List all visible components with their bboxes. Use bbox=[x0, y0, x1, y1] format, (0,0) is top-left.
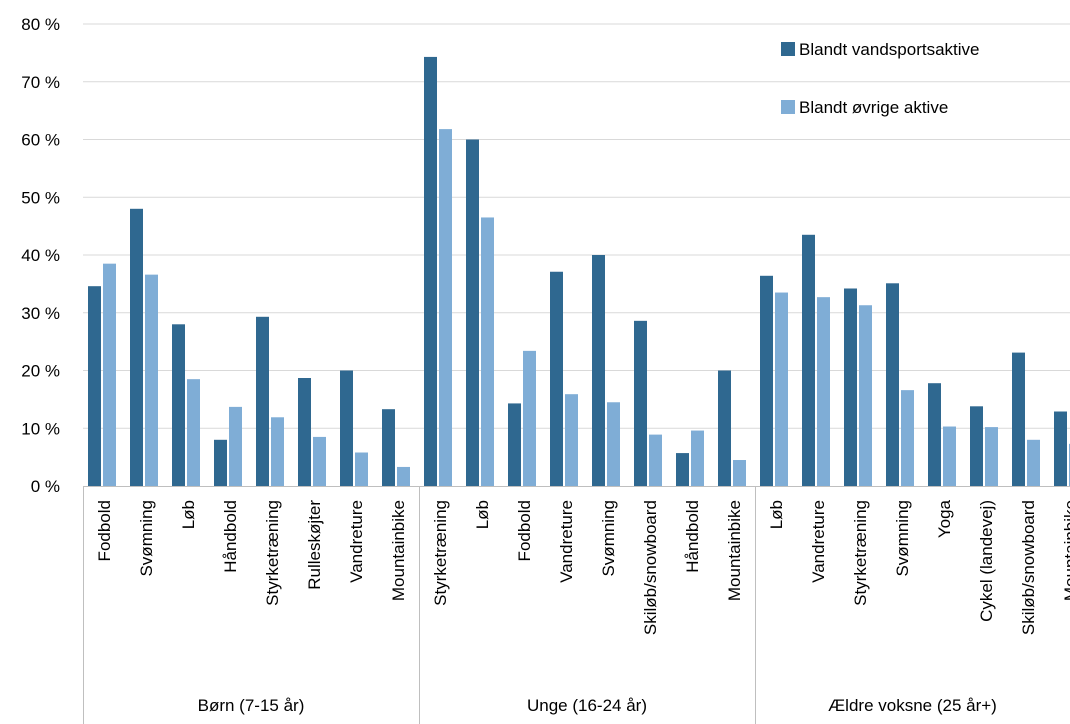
x-tick-label: Vandreture bbox=[557, 500, 576, 583]
bar-vandsportsaktive bbox=[214, 439, 227, 486]
bar-vandsportsaktive bbox=[1054, 411, 1067, 486]
bar-vandsportsaktive bbox=[970, 406, 983, 486]
bar-oevrige-aktive bbox=[691, 430, 704, 486]
x-tick-label: Håndbold bbox=[221, 500, 240, 573]
bar-vandsportsaktive bbox=[298, 378, 311, 486]
x-tick-label: Yoga bbox=[935, 499, 954, 538]
legend-label: Blandt øvrige aktive bbox=[799, 98, 948, 117]
legend-label: Blandt vandsportsaktive bbox=[799, 40, 980, 59]
x-tick-label: Vandreture bbox=[809, 500, 828, 583]
x-tick-label: Mountainbike bbox=[1061, 500, 1070, 601]
bar-vandsportsaktive bbox=[466, 139, 479, 486]
x-tick-label: Styrketræning bbox=[263, 500, 282, 606]
bar-vandsportsaktive bbox=[340, 370, 353, 486]
x-tick-label: Vandreture bbox=[347, 500, 366, 583]
group-label: Ældre voksne (25 år+) bbox=[828, 696, 997, 715]
legend: Blandt vandsportsaktive Blandt øvrige akt… bbox=[781, 40, 980, 117]
bar-oevrige-aktive bbox=[859, 305, 872, 486]
bar-oevrige-aktive bbox=[103, 263, 116, 486]
x-tick-label: Styrketræning bbox=[851, 500, 870, 606]
y-tick-label: 30 % bbox=[21, 304, 60, 323]
x-tick-label: Svømning bbox=[137, 500, 156, 577]
x-tick-label: Løb bbox=[179, 500, 198, 529]
bar-vandsportsaktive bbox=[172, 324, 185, 486]
x-axis: Fodbold Svømning Løb Håndbold Styrketræning R… bbox=[83, 486, 1070, 724]
bar-vandsportsaktive bbox=[424, 56, 437, 486]
bar-vandsportsaktive bbox=[256, 316, 269, 486]
bar-vandsportsaktive bbox=[802, 234, 815, 486]
y-tick-label: 0 % bbox=[31, 477, 60, 496]
bar-oevrige-aktive bbox=[145, 274, 158, 486]
y-axis-ticks: 0 % 10 % 20 % 30 % 40 % 50 % 60 % 70 % 80 % bbox=[21, 15, 60, 496]
bar-vandsportsaktive bbox=[592, 255, 605, 486]
bar-oevrige-aktive bbox=[439, 129, 452, 487]
bar-oevrige-aktive bbox=[649, 434, 662, 486]
y-tick-label: 20 % bbox=[21, 362, 60, 381]
legend-swatch bbox=[781, 100, 795, 114]
x-tick-label: Styrketræning bbox=[431, 500, 450, 606]
bar-oevrige-aktive bbox=[355, 452, 368, 486]
group-label: Børn (7-15 år) bbox=[198, 696, 305, 715]
bar-oevrige-aktive bbox=[481, 217, 494, 486]
bar-vandsportsaktive bbox=[382, 409, 395, 486]
bar-oevrige-aktive bbox=[313, 436, 326, 486]
bar-oevrige-aktive bbox=[901, 390, 914, 486]
x-tick-label: Svømning bbox=[893, 500, 912, 577]
bar-oevrige-aktive bbox=[565, 394, 578, 486]
bar-oevrige-aktive bbox=[1027, 439, 1040, 486]
y-tick-label: 70 % bbox=[21, 73, 60, 92]
bar-vandsportsaktive bbox=[550, 271, 563, 486]
bar-oevrige-aktive bbox=[229, 406, 242, 486]
y-tick-label: 50 % bbox=[21, 188, 60, 207]
bar-vandsportsaktive bbox=[130, 208, 143, 487]
gridlines bbox=[83, 23, 1070, 429]
bar-oevrige-aktive bbox=[985, 427, 998, 486]
bar-vandsportsaktive bbox=[634, 320, 647, 486]
x-tick-label: Fodbold bbox=[95, 500, 114, 561]
y-tick-label: 80 % bbox=[21, 15, 60, 34]
bar-oevrige-aktive bbox=[943, 426, 956, 486]
x-tick-label: Løb bbox=[767, 500, 786, 529]
bar-oevrige-aktive bbox=[271, 417, 284, 486]
x-tick-label: Håndbold bbox=[683, 500, 702, 573]
bar-vandsportsaktive bbox=[886, 283, 899, 486]
bar-oevrige-aktive bbox=[187, 379, 200, 486]
x-tick-label: Rulleskøjter bbox=[305, 500, 324, 590]
bar-vandsportsaktive bbox=[928, 383, 941, 486]
legend-swatch bbox=[781, 42, 795, 56]
bar-vandsportsaktive bbox=[718, 370, 731, 486]
bar-vandsportsaktive bbox=[760, 275, 773, 486]
bar-vandsportsaktive bbox=[676, 453, 689, 486]
x-tick-label: Svømning bbox=[599, 500, 618, 577]
y-tick-label: 60 % bbox=[21, 131, 60, 150]
x-tick-label: Mountainbike bbox=[725, 500, 744, 601]
bar-vandsportsaktive bbox=[1012, 352, 1025, 486]
x-tick-label: Cykel (landevej) bbox=[977, 500, 996, 622]
x-tick-label: Skiløb/snowboard bbox=[1019, 500, 1038, 635]
y-tick-label: 10 % bbox=[21, 419, 60, 438]
y-tick-label: 40 % bbox=[21, 246, 60, 265]
bar-oevrige-aktive bbox=[775, 292, 788, 486]
bar-oevrige-aktive bbox=[397, 466, 410, 486]
bar-vandsportsaktive bbox=[844, 288, 857, 486]
x-tick-label: Skiløb/snowboard bbox=[641, 500, 660, 635]
bar-oevrige-aktive bbox=[733, 460, 746, 486]
bar-oevrige-aktive bbox=[607, 402, 620, 486]
bar-oevrige-aktive bbox=[817, 297, 830, 486]
group-label: Unge (16-24 år) bbox=[527, 696, 647, 715]
x-tick-label: Fodbold bbox=[515, 500, 534, 561]
bar-vandsportsaktive bbox=[508, 403, 521, 486]
bar-oevrige-aktive bbox=[523, 350, 536, 486]
bars bbox=[88, 56, 1070, 487]
bar-vandsportsaktive bbox=[88, 286, 101, 486]
x-tick-label: Løb bbox=[473, 500, 492, 529]
x-tick-label: Mountainbike bbox=[389, 500, 408, 601]
